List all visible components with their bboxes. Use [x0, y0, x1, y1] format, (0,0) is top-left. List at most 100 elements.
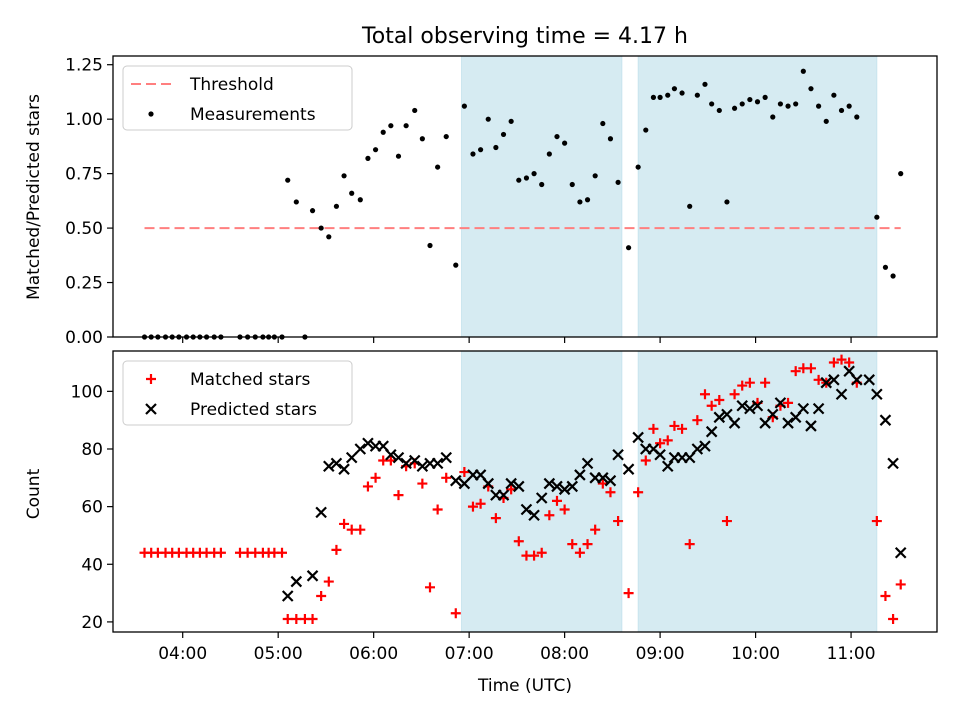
measurement-point: [584, 197, 591, 203]
measurement-point: [650, 94, 657, 100]
predicted-stars-point: [812, 402, 825, 415]
matched-stars-point: [729, 389, 740, 400]
predicted-stars-point: [400, 457, 412, 470]
measurement-point: [380, 129, 386, 135]
predicted-stars-point: [713, 411, 726, 424]
measurement-point: [687, 203, 693, 209]
predicted-stars-point: [581, 457, 594, 470]
measurement-point: [412, 107, 418, 114]
measurement-point: [671, 86, 678, 92]
matched-stars-point: [790, 366, 801, 377]
matched-stars-point: [417, 478, 428, 489]
matched-stars-point: [590, 524, 601, 535]
predicted-stars-point: [497, 489, 510, 501]
measurement-point: [754, 99, 761, 105]
top-axes-frame: [112, 55, 938, 338]
predicted-stars-point: [354, 443, 367, 455]
x-tick-label: 10:00: [731, 644, 780, 664]
measurement-point: [493, 144, 499, 151]
predicted-stars-point: [385, 448, 397, 461]
matched-stars-point: [582, 539, 593, 550]
predicted-stars-point: [728, 417, 741, 429]
x-tick-label: 09:00: [636, 644, 685, 664]
predicted-stars-point: [458, 477, 471, 490]
top-legend-label: Measurements: [190, 105, 316, 125]
measurement-point: [874, 214, 880, 220]
predicted-stars-point: [744, 402, 756, 415]
measurement-point: [898, 171, 904, 177]
x-tick-label: 05:00: [254, 644, 303, 664]
measurement-point: [890, 273, 896, 279]
predicted-stars-point: [315, 506, 327, 519]
matched-stars-point: [393, 490, 404, 501]
top-chart-title: Total observing time = 4.17 h: [361, 24, 688, 49]
predicted-stars-point: [528, 509, 540, 522]
matched-stars-point: [640, 455, 651, 466]
measurement-point: [716, 107, 722, 114]
predicted-stars-point: [820, 376, 833, 389]
matched-stars-point: [513, 536, 524, 547]
matched-stars-point: [605, 487, 616, 498]
matched-stars-point: [699, 389, 710, 400]
predicted-stars-point: [574, 469, 586, 481]
matched-stars-point: [805, 363, 816, 374]
predicted-stars-point: [691, 443, 704, 455]
predicted-stars-point: [835, 388, 848, 401]
matched-stars-point: [424, 582, 435, 593]
measurement-point: [395, 153, 402, 159]
matched-stars-point: [559, 504, 570, 515]
predicted-stars-point: [699, 440, 711, 452]
predicted-stars-point: [863, 374, 875, 386]
measurement-point: [453, 262, 459, 268]
predicted-stars-point: [597, 472, 609, 484]
x-axis-label: Time (UTC): [477, 676, 572, 696]
measurement-point: [607, 136, 614, 142]
matched-stars-point: [677, 423, 688, 434]
top-y-tick-label: 0.50: [65, 219, 103, 239]
matched-stars-point: [684, 539, 695, 550]
measurement-point: [365, 155, 371, 161]
predicted-stars-point: [766, 408, 779, 421]
measurement-point: [882, 264, 889, 270]
matched-stars-point: [441, 472, 452, 483]
measurement-point: [846, 103, 852, 109]
predicted-stars-point: [482, 477, 495, 490]
x-tick-label: 06:00: [349, 644, 398, 664]
predicted-stars-point: [362, 437, 374, 450]
ratio-panel: 0.00 0.25 0.50 0.75 1.00 1.25 Threshold Measure…: [65, 55, 938, 348]
predicted-stars-point: [774, 397, 787, 409]
count-panel: 20 40 60 80 100 04:00 05:00 06:00 07:00 08:00 09:0…: [71, 350, 938, 664]
matched-stars-point: [432, 504, 443, 515]
bottom-axes-frame: [112, 350, 938, 633]
measurement-point: [793, 101, 799, 107]
predicted-stars-point: [505, 477, 517, 490]
predicted-stars-point: [440, 451, 453, 464]
predicted-stars-point: [330, 457, 343, 470]
measurement-point: [615, 179, 621, 185]
predicted-stars-point: [566, 480, 579, 493]
matched-stars-point: [706, 400, 717, 411]
predicted-stars-point: [416, 460, 429, 473]
measurement-point: [435, 164, 441, 170]
predicted-stars-point: [604, 474, 617, 487]
measurement-point: [823, 118, 829, 124]
predicted-stars-point: [290, 575, 303, 588]
matched-stars-point: [574, 547, 585, 558]
predicted-stars-point: [543, 477, 556, 490]
measurement-point: [508, 118, 514, 124]
measurement-point: [724, 199, 730, 205]
measurement-point: [739, 101, 745, 107]
matched-stars-point: [370, 472, 381, 483]
matched-stars-point: [331, 544, 342, 555]
matched-stars-point: [623, 588, 634, 599]
measurement-point: [516, 177, 522, 183]
measurement-point: [293, 199, 299, 205]
measurement-point: [831, 92, 837, 98]
matched-stars-point: [895, 579, 906, 590]
measurement-point: [326, 234, 332, 240]
predicted-stars-point: [431, 457, 444, 470]
top-shaded-window-0: [461, 55, 623, 338]
predicted-stars-point: [828, 374, 840, 386]
matched-stars-point: [567, 539, 578, 550]
matched-stars-point: [633, 487, 644, 498]
